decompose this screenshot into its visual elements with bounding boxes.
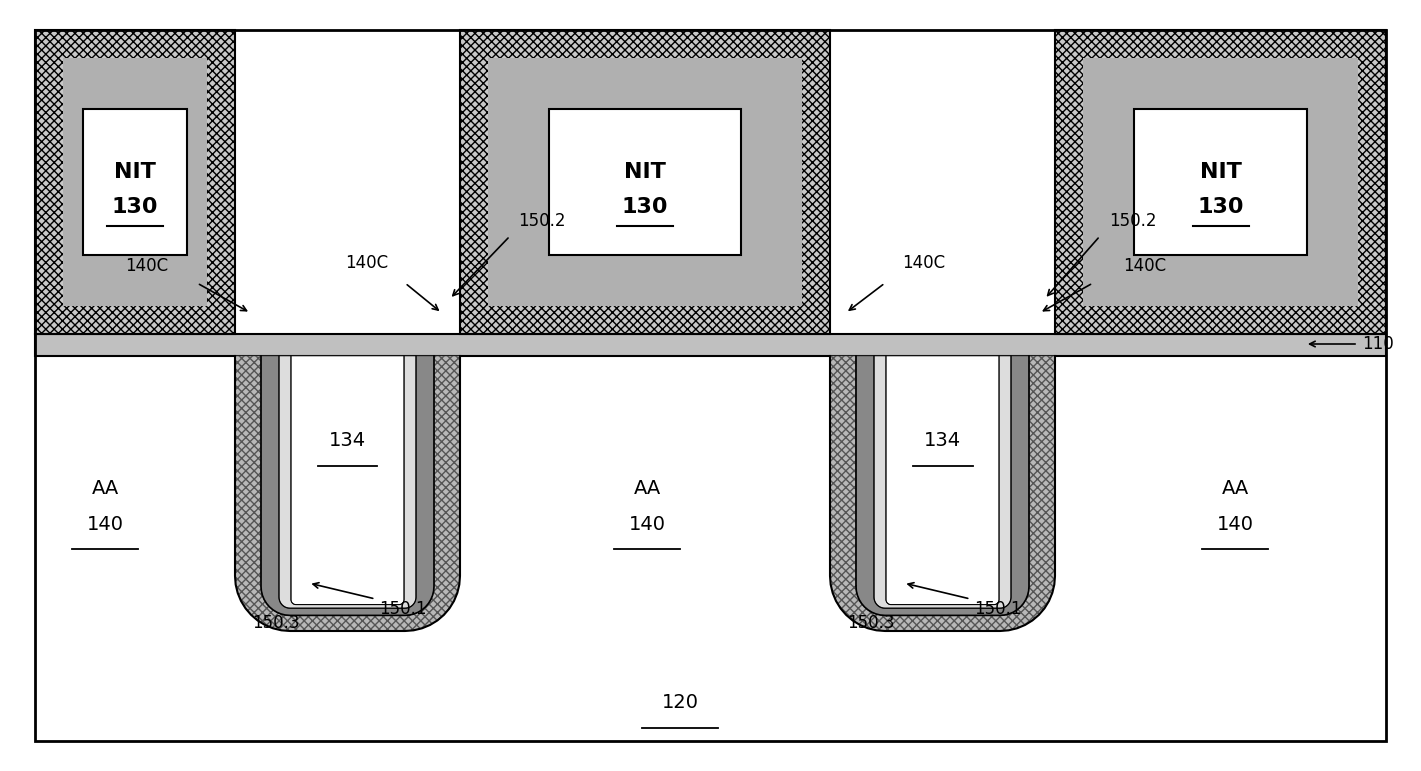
- Bar: [1134, 109, 1306, 255]
- Text: AA: AA: [634, 480, 661, 499]
- Text: 140: 140: [87, 514, 124, 534]
- Bar: [1083, 58, 1358, 306]
- Text: 140C: 140C: [125, 257, 169, 275]
- Text: AA: AA: [1222, 480, 1249, 499]
- Polygon shape: [261, 356, 433, 615]
- Text: 130: 130: [622, 197, 668, 217]
- Text: 150.2: 150.2: [1110, 212, 1157, 230]
- Text: 150.3: 150.3: [252, 614, 300, 632]
- Text: 150.1: 150.1: [973, 600, 1022, 618]
- Text: 110: 110: [1361, 335, 1394, 353]
- Bar: [82, 109, 188, 255]
- Text: 130: 130: [1198, 197, 1243, 217]
- Bar: [1054, 30, 1385, 334]
- Polygon shape: [279, 356, 416, 608]
- Text: 140C: 140C: [1124, 257, 1167, 275]
- Bar: [36, 334, 1385, 356]
- Text: 134: 134: [328, 432, 367, 450]
- Text: 140: 140: [628, 514, 665, 534]
- Polygon shape: [234, 356, 460, 631]
- Text: NIT: NIT: [114, 162, 156, 182]
- Text: 140: 140: [1216, 514, 1253, 534]
- Text: 140C: 140C: [902, 254, 945, 272]
- Bar: [36, 334, 1385, 356]
- Polygon shape: [830, 356, 1054, 631]
- Bar: [36, 356, 1385, 741]
- Text: 140C: 140C: [345, 254, 388, 272]
- Text: 150.3: 150.3: [847, 614, 894, 632]
- Text: 134: 134: [924, 432, 961, 450]
- Text: 130: 130: [112, 197, 158, 217]
- Polygon shape: [291, 356, 404, 604]
- Polygon shape: [855, 356, 1029, 615]
- Text: 120: 120: [662, 693, 699, 712]
- Polygon shape: [874, 356, 1010, 608]
- Polygon shape: [887, 356, 999, 604]
- Bar: [460, 30, 830, 334]
- Text: AA: AA: [91, 480, 118, 499]
- Text: 150.1: 150.1: [379, 600, 426, 618]
- Text: 150.2: 150.2: [519, 212, 566, 230]
- Text: NIT: NIT: [1199, 162, 1242, 182]
- Bar: [549, 109, 742, 255]
- Bar: [63, 58, 207, 306]
- Text: NIT: NIT: [624, 162, 666, 182]
- Bar: [36, 30, 234, 334]
- Bar: [487, 58, 801, 306]
